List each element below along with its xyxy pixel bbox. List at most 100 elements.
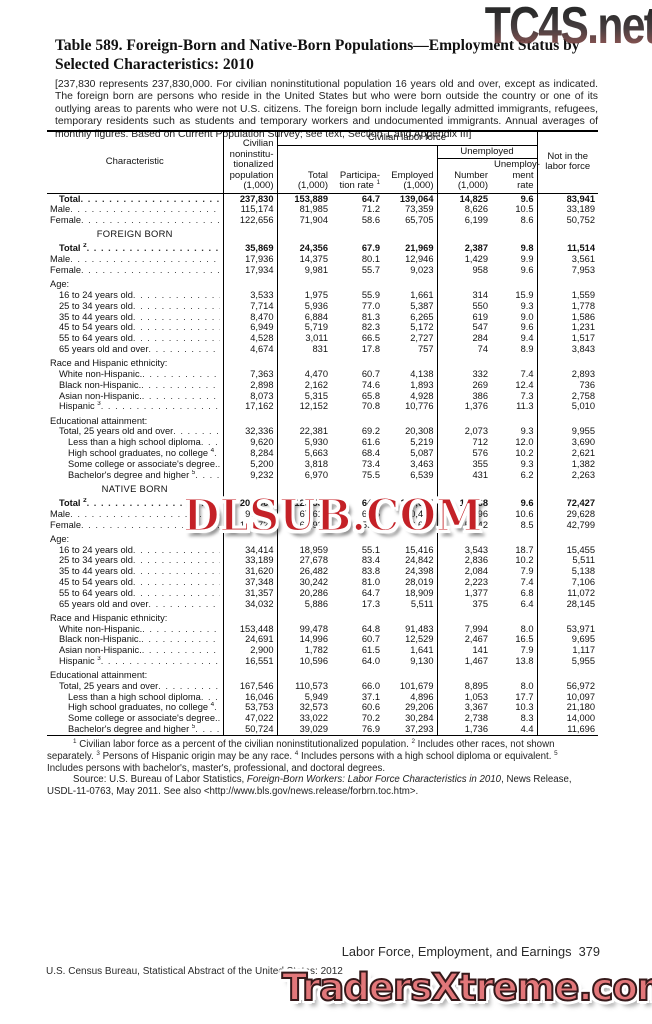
- cell-value: 7,196: [436, 508, 491, 520]
- spacer-row: [47, 480, 598, 484]
- dot-leader: [81, 265, 219, 276]
- cell-value: [331, 229, 383, 240]
- spacer-row: [47, 530, 598, 534]
- cell-value: 4,470: [276, 369, 331, 380]
- cell-value: 34,414: [222, 544, 277, 556]
- cell-value: 1,382: [536, 458, 598, 470]
- cell-value: 153,448: [222, 623, 277, 635]
- cell-value: 269: [436, 379, 491, 391]
- cell-value: 712: [436, 437, 491, 448]
- cell-value: 68.4: [361, 447, 380, 458]
- cell-value: [436, 612, 491, 624]
- cell-value: 1,231: [536, 322, 598, 334]
- cell-value: 3,463: [410, 458, 434, 469]
- row-label: Educational attainment:: [50, 415, 148, 426]
- cell-value: 8,626: [436, 204, 491, 216]
- cell-value: 7,106: [536, 576, 598, 588]
- dot-leader: [142, 369, 219, 380]
- cell-value: [383, 358, 437, 369]
- dot-leader: [133, 322, 220, 333]
- cell-value: [276, 612, 331, 624]
- cell-value: [536, 412, 598, 416]
- cell-value: 6.2: [520, 469, 534, 480]
- column-header-number: Number (1,000): [436, 158, 491, 194]
- cell-value: 73,359: [405, 204, 434, 215]
- cell-value: [222, 494, 277, 498]
- cell-value: 2,387: [436, 243, 491, 255]
- cell-value: 7.3: [520, 390, 534, 401]
- cell-value: [222, 533, 277, 545]
- cell-value: 5,719: [276, 322, 331, 334]
- cell-value: 958: [436, 265, 491, 276]
- cell-value: 1,559: [536, 290, 598, 301]
- cell-value: 39,029: [276, 724, 331, 737]
- cell-value: 5,930: [276, 437, 331, 448]
- cell-value: 2,223: [436, 576, 491, 588]
- cell-value: [222, 415, 277, 427]
- cell-value: 7.4: [520, 576, 534, 587]
- cell-value: 6,539: [410, 469, 434, 480]
- cell-value: 8,470: [222, 311, 277, 323]
- cell-value: [491, 416, 537, 427]
- statistics-table: Characteristic Civilian noninstitu- tion…: [47, 130, 598, 737]
- spacer-row: [47, 275, 598, 280]
- cell-value: 2,162: [276, 379, 331, 391]
- cell-value: 12.4: [515, 379, 534, 390]
- cell-value: [383, 613, 437, 624]
- cell-value: 2,900: [222, 645, 277, 656]
- cell-value: [276, 670, 331, 681]
- cell-value: [536, 354, 598, 359]
- cell-value: 1,661: [410, 290, 434, 301]
- cell-value: 60.7: [361, 369, 380, 380]
- cell-value: 30,284: [405, 713, 434, 724]
- cell-value: [222, 229, 277, 241]
- cell-value: 15,416: [405, 544, 434, 555]
- cell-value: [276, 225, 331, 230]
- cell-value: 4,928: [410, 390, 434, 401]
- cell-value: 3,543: [436, 544, 491, 556]
- cell-value: 14,825: [436, 193, 491, 205]
- table-row: Bachelor's degree and higher 59,2326,970…: [47, 469, 598, 481]
- cell-value: 69.5: [361, 508, 380, 519]
- cell-value: 2,836: [436, 555, 491, 567]
- cell-value: 74.6: [361, 379, 380, 390]
- cell-value: 1,117: [536, 645, 598, 656]
- row-label: White non-Hispanic.: [47, 624, 223, 635]
- table-row: Some college or associate's degree.47,02…: [47, 713, 598, 725]
- cell-value: [491, 613, 537, 624]
- cell-value: [276, 354, 331, 359]
- row-label: 65 years old and over: [47, 344, 223, 355]
- cell-value: 17,936: [222, 254, 277, 266]
- cell-value: 5,511: [410, 598, 434, 609]
- group-label-row: Race and Hispanic ethnicity:: [47, 358, 598, 370]
- cell-value: [436, 354, 491, 359]
- cell-value: 21,180: [536, 702, 598, 714]
- dot-leader: [218, 713, 220, 724]
- cell-value: 37,293: [383, 724, 437, 737]
- cell-value: 9.6: [520, 265, 534, 276]
- table-header: Characteristic Civilian noninstitu- tion…: [47, 130, 598, 194]
- cell-value: 9.3: [520, 300, 534, 311]
- cell-value: 9,695: [536, 634, 598, 646]
- row-label: Age:: [50, 533, 70, 544]
- cell-value: 27,678: [276, 555, 331, 567]
- cell-value: [222, 480, 277, 484]
- cell-value: [436, 279, 491, 291]
- cell-value: 10.6: [515, 508, 534, 519]
- dot-leader: [201, 437, 220, 448]
- cell-value: 11.3: [516, 401, 534, 412]
- section-heading-row: FOREIGN BORN: [47, 229, 598, 241]
- row-label: Total, 25 years and over: [47, 681, 223, 692]
- cell-value: 5,219: [410, 437, 434, 448]
- cell-value: 5,387: [410, 300, 434, 311]
- cell-value: 10.3: [515, 702, 534, 713]
- group-label-row: Educational attainment:: [47, 670, 598, 681]
- row-label: Total 2: [47, 498, 223, 509]
- cell-value: 3,843: [536, 344, 598, 355]
